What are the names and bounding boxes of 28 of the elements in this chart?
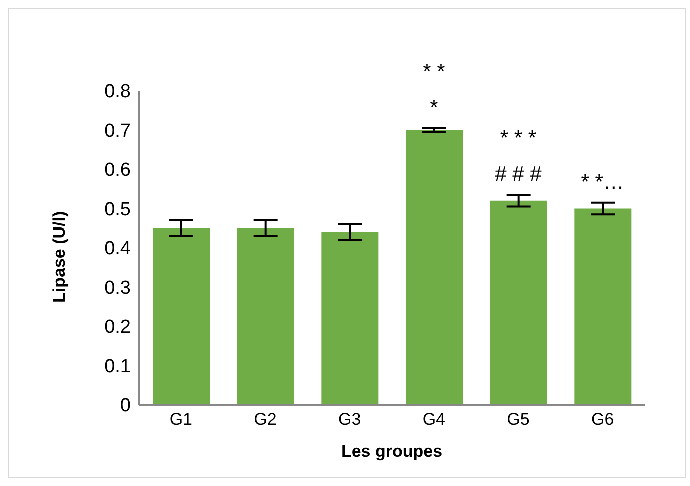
y-tick-label: 0.4 bbox=[104, 238, 132, 260]
bar bbox=[406, 130, 463, 405]
y-tick-label: 0.7 bbox=[104, 120, 131, 142]
y-tick-label: 0.1 bbox=[104, 356, 131, 378]
y-tick-label: 0.8 bbox=[104, 82, 131, 103]
bar bbox=[237, 228, 294, 405]
y-tick-label: 0.3 bbox=[104, 278, 131, 299]
x-axis-title: Les groupes bbox=[341, 442, 443, 461]
annotation: * *… bbox=[581, 170, 624, 194]
y-tick-label: 0.6 bbox=[104, 160, 131, 182]
bar bbox=[574, 208, 632, 405]
annotation: * * bbox=[423, 60, 446, 84]
x-tick-label: G2 bbox=[254, 410, 277, 430]
x-tick-label: G4 bbox=[422, 410, 446, 430]
bar bbox=[490, 200, 548, 405]
y-tick-label: 0.5 bbox=[104, 199, 131, 220]
y-tick-label: 0 bbox=[120, 396, 131, 417]
annotation: * bbox=[430, 96, 438, 120]
bar bbox=[153, 228, 210, 405]
y-tick-label: 0.2 bbox=[104, 317, 131, 338]
y-axis-title: Lipase (U/l) bbox=[50, 211, 70, 303]
x-tick-label: G6 bbox=[591, 410, 614, 430]
x-tick-label: G3 bbox=[338, 410, 362, 430]
bar bbox=[322, 232, 379, 405]
annotation: * * * bbox=[500, 127, 537, 150]
annotation: # # # bbox=[495, 163, 542, 186]
x-tick-label: G5 bbox=[507, 410, 530, 430]
x-tick-label: G1 bbox=[170, 410, 193, 430]
